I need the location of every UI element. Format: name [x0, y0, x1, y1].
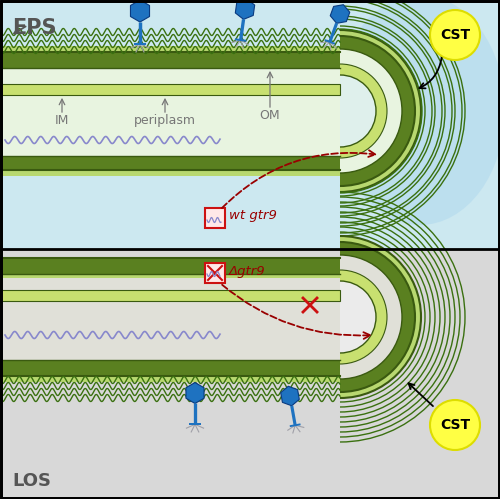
Polygon shape [280, 386, 299, 406]
Bar [0, 95, 340, 156]
Bar [0, 84, 340, 95]
Wedge shape [340, 236, 421, 398]
Circle shape [430, 10, 480, 60]
Bar [0, 301, 340, 360]
Text: Δgtr9: Δgtr9 [229, 264, 266, 277]
Bar [0, 68, 340, 84]
Wedge shape [340, 49, 402, 173]
FancyArrowPatch shape [222, 150, 375, 208]
Wedge shape [340, 255, 402, 379]
Text: wt gtr9: wt gtr9 [229, 210, 277, 223]
Text: OM: OM [260, 108, 280, 121]
Polygon shape [236, 0, 255, 19]
Text: LOS: LOS [12, 472, 51, 490]
FancyArrowPatch shape [222, 285, 370, 339]
Text: periplasm: periplasm [134, 113, 196, 127]
Polygon shape [186, 383, 204, 404]
Bar [0, 156, 340, 170]
Polygon shape [330, 4, 349, 23]
Bar [0, 95, 340, 156]
Wedge shape [340, 30, 421, 192]
Bar [0, 290, 340, 301]
Bar [0, 376, 340, 382]
Bar [0, 52, 340, 68]
Wedge shape [340, 75, 376, 147]
Text: CST: CST [440, 28, 470, 42]
Bar [0, 274, 340, 278]
Bar [0, 301, 340, 360]
Bar [0, 274, 340, 290]
Wedge shape [340, 281, 376, 353]
FancyArrowPatch shape [420, 58, 442, 88]
Text: EPS: EPS [12, 18, 56, 38]
Bar [205, 263, 225, 283]
Bar [0, 249, 500, 499]
Wedge shape [340, 75, 376, 147]
Bar [0, 0, 500, 249]
Circle shape [430, 400, 480, 450]
Bar [205, 208, 225, 228]
Text: CST: CST [440, 418, 470, 432]
Bar [0, 360, 340, 376]
Polygon shape [130, 0, 150, 22]
Wedge shape [340, 281, 376, 353]
Text: IM: IM [55, 113, 69, 127]
Wedge shape [340, 36, 415, 186]
Bar [0, 258, 340, 274]
Wedge shape [340, 270, 387, 364]
Bar [0, 170, 340, 176]
Ellipse shape [335, 0, 500, 225]
Wedge shape [340, 242, 415, 392]
Bar [0, 46, 340, 52]
Wedge shape [340, 64, 387, 158]
